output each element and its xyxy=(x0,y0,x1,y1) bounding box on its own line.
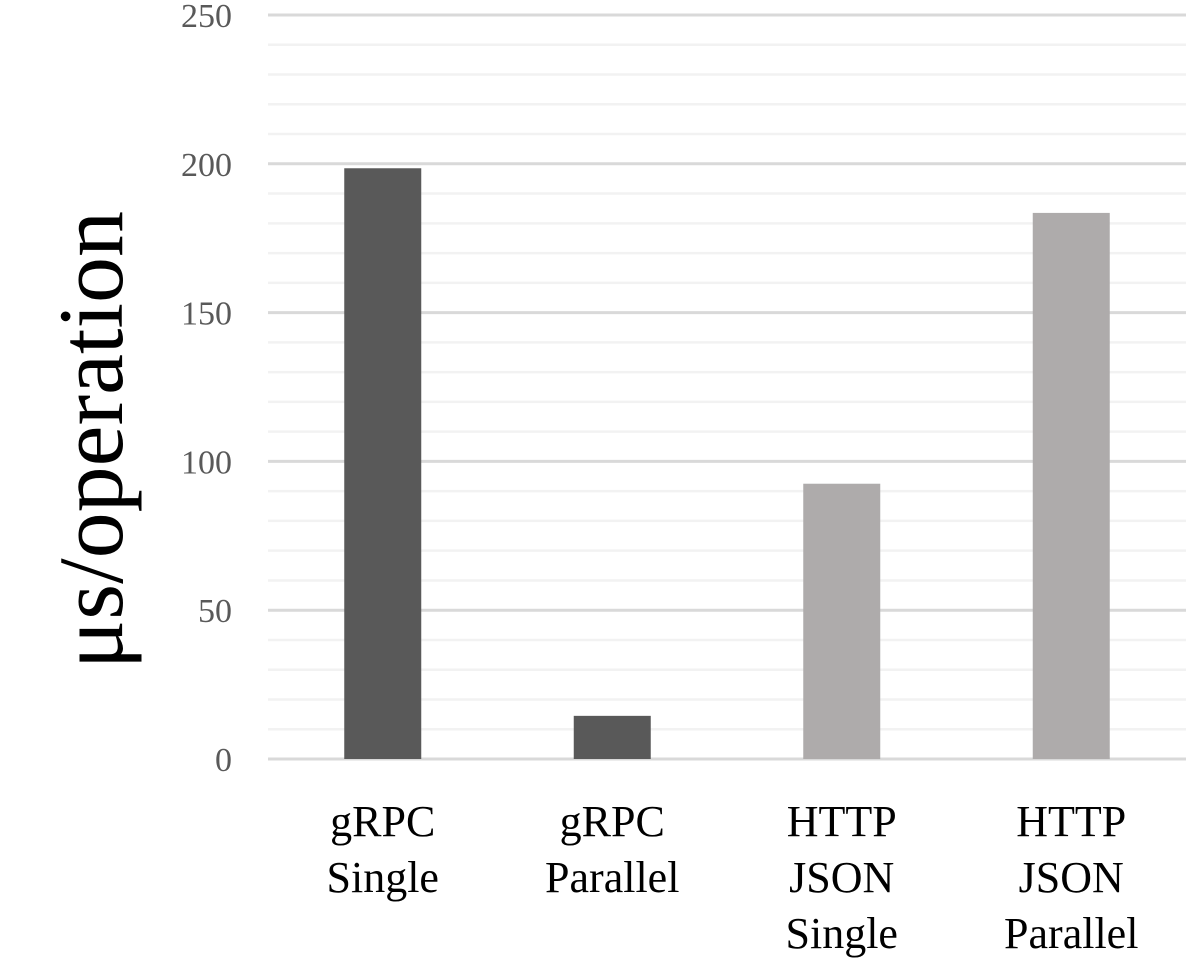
y-tick-labels: 0 50 100 150 200 250 xyxy=(181,0,232,779)
x-category-labels: gRPC Single gRPC Parallel HTTP JSON Single HTTP… xyxy=(327,797,1139,958)
y-tick-label: 50 xyxy=(198,593,232,630)
bar xyxy=(1032,212,1110,760)
y-tick-label: 250 xyxy=(181,0,232,35)
x-category-label: gRPC Parallel xyxy=(545,797,679,902)
bar xyxy=(344,168,422,759)
bar xyxy=(573,715,651,759)
y-tick-label: 100 xyxy=(181,444,232,481)
y-tick-label: 0 xyxy=(215,742,232,779)
x-category-label: HTTP JSON Parallel xyxy=(1004,797,1138,958)
bars xyxy=(344,168,1110,760)
y-tick-label: 150 xyxy=(181,296,232,333)
y-axis-label: μs/operation xyxy=(40,211,142,669)
bar xyxy=(803,483,881,759)
x-category-label: gRPC Single xyxy=(327,797,439,902)
y-tick-label: 200 xyxy=(181,147,232,184)
x-category-label: HTTP JSON Single xyxy=(786,797,898,958)
